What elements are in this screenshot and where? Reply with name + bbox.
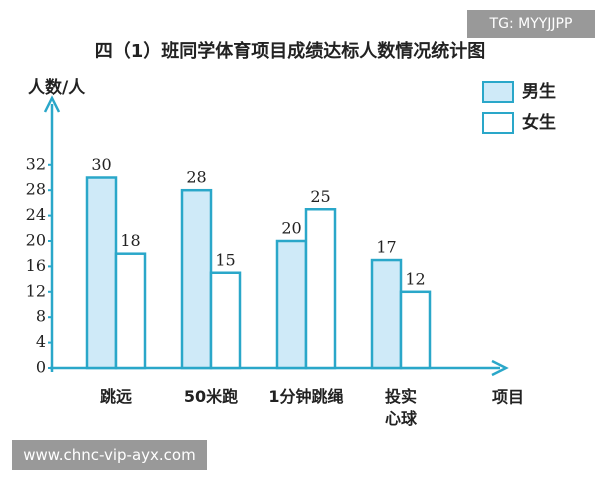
legend-swatch (482, 81, 514, 103)
y-tick-label: 20 (26, 231, 46, 250)
bar (399, 290, 432, 370)
y-tick-label: 8 (36, 307, 46, 326)
legend-label: 男生 (522, 81, 556, 102)
x-axis-label: 项目 (492, 388, 524, 407)
x-axis-arrow (491, 359, 509, 377)
legend-label: 女生 (522, 112, 556, 133)
y-axis-arrow (43, 95, 61, 113)
chart-title: 四（1）班同学体育项目成绩达标人数情况统计图 (95, 40, 486, 62)
data-label: 17 (376, 238, 396, 257)
data-label: 30 (91, 155, 111, 174)
data-label: 25 (310, 187, 330, 206)
y-tick-label: 28 (26, 180, 46, 199)
y-tick-label: 4 (36, 332, 46, 351)
x-tick-label: 50米跑 (183, 387, 239, 406)
data-label: 18 (120, 231, 140, 250)
data-label: 20 (281, 219, 301, 238)
x-tick-label: 跳远 (99, 387, 132, 406)
watermark: www.chnc-vip-ayx.com (12, 440, 207, 470)
y-tick-label: 24 (26, 205, 46, 224)
y-tick-label: 32 (26, 154, 46, 173)
data-label: 28 (186, 168, 206, 187)
bar (275, 239, 308, 370)
data-label: 12 (405, 269, 425, 288)
y-tick-label: 16 (26, 256, 46, 275)
x-tick-label: 1分钟跳绳 (268, 387, 344, 406)
legend-swatch (482, 112, 514, 134)
bar (85, 176, 118, 370)
bar (209, 271, 242, 370)
bar (304, 208, 337, 370)
watermark: TG: MYYJJPP (467, 10, 595, 38)
bar (370, 258, 403, 370)
data-label: 15 (215, 250, 235, 269)
y-axis-label: 人数/人 (28, 77, 86, 98)
bar (180, 188, 213, 370)
y-tick-label: 12 (26, 281, 46, 300)
x-tick-label: 投实 心球 (384, 387, 417, 428)
bar (114, 252, 147, 370)
y-tick-label: 0 (36, 358, 46, 377)
